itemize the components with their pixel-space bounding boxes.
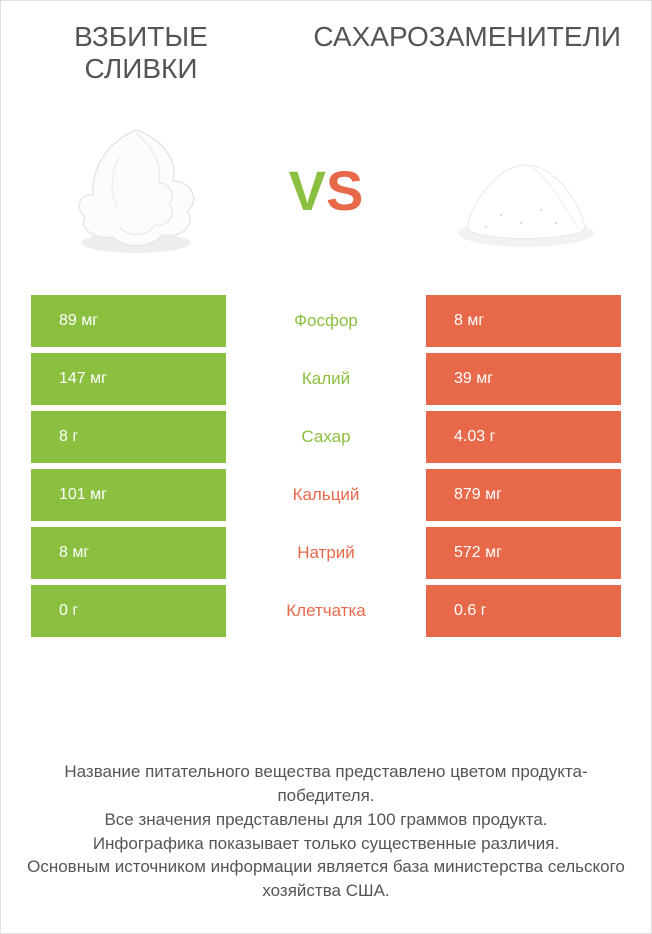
left-product-title: Взбитые сливки: [31, 21, 251, 85]
right-value-cell: 0.6 г: [426, 585, 621, 637]
left-value-cell: 0 г: [31, 585, 226, 637]
sweetener-pile-icon: [431, 115, 601, 265]
nutrient-name-cell: Натрий: [226, 527, 426, 579]
left-product-image: [51, 115, 221, 265]
left-value-cell: 8 г: [31, 411, 226, 463]
nutrient-row: 8 мгНатрий572 мг: [31, 527, 621, 579]
nutrient-row: 0 гКлетчатка0.6 г: [31, 585, 621, 637]
vs-row: VS: [1, 95, 651, 295]
nutrient-name-cell: Фосфор: [226, 295, 426, 347]
footer-notes: Название питательного вещества представл…: [1, 760, 651, 903]
nutrient-table: 89 мгФосфор8 мг147 мгКалий39 мг8 гСахар4…: [1, 295, 651, 637]
right-product-title: Сахарозаменители: [281, 21, 621, 85]
left-value-cell: 147 мг: [31, 353, 226, 405]
nutrient-name-cell: Кальций: [226, 469, 426, 521]
footer-line: Основным источником информации является …: [25, 855, 627, 903]
right-product-image: [431, 115, 601, 265]
titles-row: Взбитые сливки Сахарозаменители: [1, 1, 651, 95]
nutrient-name-cell: Сахар: [226, 411, 426, 463]
vs-v: V: [289, 159, 326, 222]
nutrient-row: 89 мгФосфор8 мг: [31, 295, 621, 347]
nutrient-row: 147 мгКалий39 мг: [31, 353, 621, 405]
footer-line: Все значения представлены для 100 граммо…: [25, 808, 627, 832]
vs-label: VS: [289, 158, 364, 223]
footer-line: Инфографика показывает только существенн…: [25, 832, 627, 856]
nutrient-row: 8 гСахар4.03 г: [31, 411, 621, 463]
right-value-cell: 8 мг: [426, 295, 621, 347]
right-value-cell: 4.03 г: [426, 411, 621, 463]
right-value-cell: 39 мг: [426, 353, 621, 405]
comparison-infographic: Взбитые сливки Сахарозаменители VS: [0, 0, 652, 934]
nutrient-name-cell: Клетчатка: [226, 585, 426, 637]
left-value-cell: 8 мг: [31, 527, 226, 579]
whipped-cream-icon: [51, 115, 221, 265]
right-value-cell: 879 мг: [426, 469, 621, 521]
left-value-cell: 89 мг: [31, 295, 226, 347]
nutrient-row: 101 мгКальций879 мг: [31, 469, 621, 521]
left-value-cell: 101 мг: [31, 469, 226, 521]
footer-line: Название питательного вещества представл…: [25, 760, 627, 808]
vs-s: S: [326, 159, 363, 222]
right-value-cell: 572 мг: [426, 527, 621, 579]
nutrient-name-cell: Калий: [226, 353, 426, 405]
